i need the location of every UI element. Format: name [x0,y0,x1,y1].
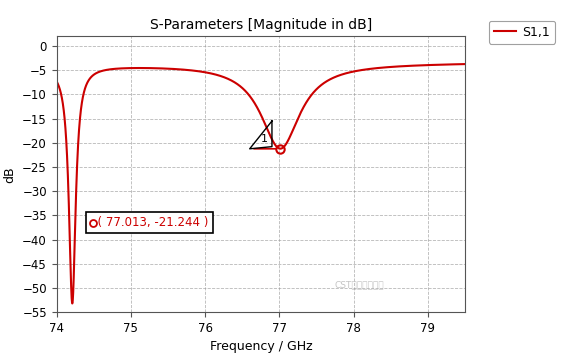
Text: ( 77.013, -21.244 ): ( 77.013, -21.244 ) [90,216,209,229]
Legend: S1,1: S1,1 [489,21,555,44]
Text: 1: 1 [261,134,268,144]
Y-axis label: dB: dB [3,166,16,183]
X-axis label: Frequency / GHz: Frequency / GHz [210,340,312,354]
Text: CST仿真专家之路: CST仿真专家之路 [335,280,384,289]
Title: S-Parameters [Magnitude in dB]: S-Parameters [Magnitude in dB] [150,19,372,32]
